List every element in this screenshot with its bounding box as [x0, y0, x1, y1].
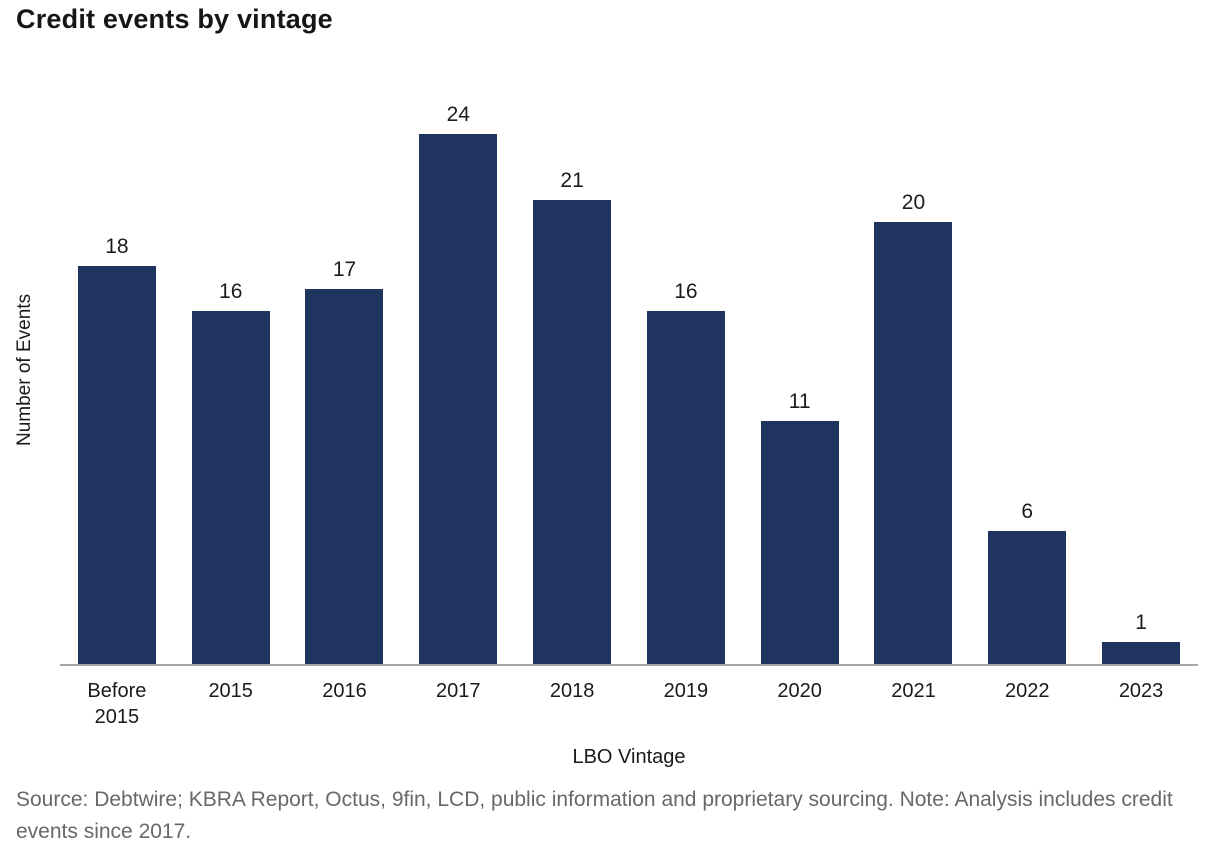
- bar-2015: [191, 311, 270, 664]
- bar-column: 18: [60, 235, 174, 664]
- bar-2023: [1102, 642, 1181, 664]
- x-tick-label: 2019: [663, 680, 709, 702]
- bar-2016: [305, 289, 384, 664]
- chart-title: Credit events by vintage: [16, 4, 333, 34]
- source-note: Source: Debtwire; KBRA Report, Octus, 9f…: [16, 788, 1173, 843]
- x-tick-label: 2022: [1005, 680, 1050, 702]
- x-tick-label: 2015: [208, 680, 253, 702]
- x-tick-label: 2021: [891, 680, 936, 702]
- x-tick-label: 2017: [436, 680, 481, 702]
- bar-2020: [760, 421, 839, 664]
- y-axis-label: Number of Events: [14, 293, 35, 447]
- plot-area: 18 16 17 24 21 16 11 20 6 1: [60, 100, 1198, 666]
- bar-before-2015: [77, 266, 156, 664]
- bar-2022: [988, 531, 1067, 664]
- bar-chart: Number of Events 18 16 17 24 21 16 11 20 6 1 Befo…: [0, 100, 1212, 769]
- x-tick-label: 2018: [549, 680, 595, 702]
- bar-column: 16: [629, 280, 743, 664]
- bar-2019: [646, 311, 725, 664]
- x-axis-tick-labels: Before 2015 2015 2016 2017 2018 2019 2020 2021 2…: [60, 678, 1198, 730]
- x-tick-label: 2023: [1118, 680, 1164, 702]
- bar-column: 21: [515, 169, 629, 664]
- bar-value-label: 18: [105, 235, 129, 258]
- x-tick-label: 2020: [777, 680, 822, 702]
- x-axis-label: LBO Vintage: [572, 746, 686, 768]
- bar-column: 24: [401, 103, 515, 664]
- bar-column: 1: [1084, 611, 1198, 664]
- bar-value-label: 16: [219, 280, 243, 303]
- bar-2017: [419, 134, 498, 664]
- bar-value-label: 16: [674, 280, 698, 303]
- plot: 18 16 17 24 21 16 11 20 6 1 Before 2015 2015 2016 20…: [60, 100, 1198, 769]
- bar-value-label: 6: [1021, 500, 1034, 523]
- x-tick-label: Before 2015: [87, 680, 147, 728]
- bar-column: 6: [970, 500, 1084, 664]
- bar-column: 11: [743, 390, 857, 664]
- bar-value-label: 20: [901, 191, 926, 214]
- bar-value-label: 11: [788, 390, 811, 413]
- bar-value-label: 1: [1135, 611, 1147, 634]
- bar-value-label: 24: [446, 103, 470, 126]
- x-tick-label: 2016: [322, 680, 367, 702]
- bar-2018: [533, 200, 612, 664]
- bar-value-label: 21: [560, 169, 584, 192]
- bar-column: 16: [174, 280, 288, 664]
- bar-column: 20: [857, 191, 971, 664]
- bar-value-label: 17: [332, 258, 357, 281]
- bar-column: 17: [288, 258, 402, 664]
- bar-2021: [874, 222, 953, 664]
